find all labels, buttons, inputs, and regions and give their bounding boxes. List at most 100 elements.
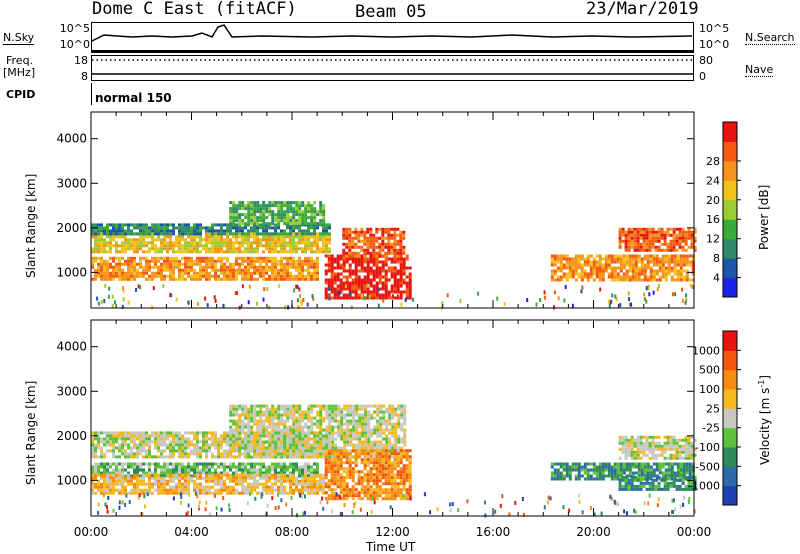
- power-cell: [205, 262, 208, 266]
- velocity-cell: [94, 449, 97, 453]
- power-cell: [310, 265, 313, 269]
- power-cell: [211, 229, 214, 233]
- power-cell: [613, 260, 617, 264]
- power-cell: [348, 254, 352, 258]
- power-cell: [295, 277, 298, 281]
- power-cell: [310, 216, 314, 220]
- power-cell: [633, 227, 637, 231]
- velocity-cell: [103, 479, 106, 483]
- power-cell: [357, 284, 361, 288]
- velocity-cell: [292, 428, 296, 432]
- velocity-cell: [121, 452, 124, 456]
- power-cell: [333, 287, 337, 291]
- power-cell: [390, 233, 394, 237]
- power-cell: [244, 274, 247, 278]
- velocity-cell: [283, 425, 287, 429]
- power-cell: [151, 265, 154, 269]
- velocity-cell: [211, 452, 214, 456]
- power-cell: [190, 247, 193, 251]
- velocity-cell: [163, 488, 166, 492]
- power-cell: [643, 263, 647, 267]
- velocity-cell: [139, 446, 142, 450]
- velocity-cell: [307, 410, 311, 414]
- power-cell: [160, 262, 163, 266]
- power-cell: [274, 256, 277, 260]
- velocity-cell: [256, 440, 259, 444]
- velocity-cell: [298, 449, 302, 453]
- power-cell: [652, 263, 656, 267]
- power-cell: [283, 204, 287, 208]
- velocity-cell: [106, 434, 109, 438]
- power-cell: [301, 274, 304, 278]
- velocity-cell: [244, 455, 248, 459]
- power-cell: [381, 266, 385, 270]
- power-cell: [366, 296, 370, 300]
- velocity-cell: [241, 404, 245, 408]
- power-cell: [348, 290, 352, 294]
- velocity-cell: [139, 437, 142, 441]
- power-cell: [660, 233, 664, 237]
- velocity-cell: [349, 443, 353, 447]
- velocity-cell: [220, 491, 223, 495]
- velocity-cell: [121, 437, 124, 441]
- power-cell: [118, 250, 121, 254]
- velocity-cell: [324, 452, 328, 456]
- velocity-cell: [325, 407, 329, 411]
- velocity-cell: [385, 419, 389, 423]
- power-cell: [667, 254, 671, 258]
- power-cell: [280, 265, 283, 269]
- power-cell: [298, 241, 301, 245]
- velocity-cell: [196, 443, 199, 447]
- velocity-cell: [301, 416, 305, 420]
- power-cell: [232, 250, 235, 254]
- power-cell: [616, 275, 620, 279]
- power-cell: [678, 233, 682, 237]
- power-cell: [673, 266, 677, 270]
- power-cell: [616, 272, 620, 276]
- velocity-cell: [277, 465, 280, 469]
- velocity-cell: [397, 446, 401, 450]
- power-cell: [366, 263, 370, 267]
- power-cell: [550, 254, 554, 258]
- power-cell: [583, 257, 587, 261]
- power-cell: [390, 275, 394, 279]
- velocity-cell: [289, 410, 293, 414]
- velocity-cell: [193, 431, 196, 435]
- velocity-cell: [163, 471, 166, 475]
- velocity-cell: [271, 428, 275, 432]
- power-cell: [636, 236, 640, 240]
- power-cell: [598, 254, 602, 258]
- velocity-cell: [382, 428, 386, 432]
- velocity-cell: [241, 422, 245, 426]
- power-cell: [100, 256, 103, 260]
- power-cell: [286, 207, 290, 211]
- velocity-cell: [244, 410, 248, 414]
- velocity-cell: [232, 443, 236, 447]
- velocity-cell: [361, 404, 365, 408]
- velocity-cell: [295, 425, 299, 429]
- velocity-cell: [286, 449, 289, 453]
- velocity-cell: [196, 471, 199, 475]
- power-cell: [229, 244, 232, 248]
- velocity-cell: [217, 473, 220, 477]
- velocity-cell: [148, 488, 151, 492]
- velocity-cell: [226, 465, 229, 469]
- velocity-cell: [280, 440, 284, 444]
- velocity-cell: [382, 416, 386, 420]
- velocity-cell: [349, 455, 353, 459]
- power-cell: [348, 266, 352, 270]
- power-cell: [178, 226, 181, 230]
- power-cell: [139, 247, 142, 251]
- velocity-cell: [316, 471, 319, 475]
- velocity-cell: [196, 485, 199, 489]
- power-cell: [250, 207, 254, 211]
- velocity-cell: [385, 440, 389, 444]
- power-speckle: [571, 303, 574, 308]
- velocity-cell: [133, 482, 136, 486]
- velocity-cell: [199, 491, 202, 495]
- power-cell: [295, 213, 299, 217]
- power-cell: [235, 271, 238, 275]
- velocity-cell: [298, 413, 302, 417]
- velocity-cell: [274, 482, 277, 486]
- velocity-cell: [211, 471, 214, 475]
